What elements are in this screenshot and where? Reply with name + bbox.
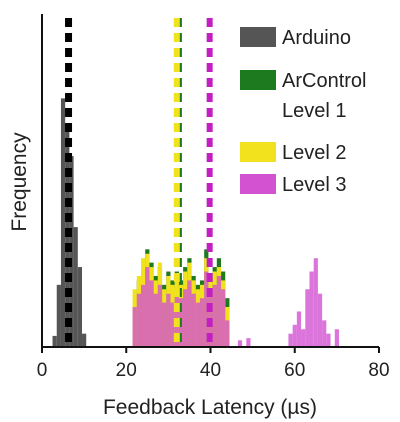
bar-level-3-9	[170, 302, 175, 347]
x-tick-label-1: 20	[116, 360, 137, 381]
legend-swatch-2	[240, 142, 276, 162]
bar-level-3-26	[292, 324, 297, 347]
legend: Arduino ArControl Level 1 Level 2 Level 3	[240, 27, 366, 196]
legend-item-1: ArControl Level 1	[240, 70, 366, 122]
bar-level-3-23	[237, 340, 243, 347]
bar-arduino-7	[82, 333, 87, 347]
bar-arduino-0	[52, 335, 57, 347]
bar-level-3-24	[246, 338, 251, 347]
x-axis-ticks: 0 20 40 60 80	[37, 347, 390, 381]
bar-level-3-13	[187, 280, 192, 347]
bar-level-3-27	[296, 311, 302, 347]
bar-level-3-21	[221, 289, 226, 347]
legend-item-3: Level 3	[240, 174, 347, 196]
bar-level-3-30	[309, 271, 314, 347]
bar-level-3-31	[313, 258, 318, 347]
bar-level-3-12	[183, 289, 188, 347]
bar-arduino-2	[60, 98, 66, 347]
bar-level-3-2	[140, 284, 146, 347]
histogram-bars	[52, 98, 339, 347]
bar-level-3-7	[162, 302, 167, 347]
bar-level-3-22	[225, 320, 230, 347]
legend-label-1-line-0: ArControl	[282, 70, 366, 92]
bar-level-3-32	[317, 293, 323, 347]
bar-level-3-20	[216, 275, 222, 347]
legend-swatch-1	[240, 70, 276, 90]
legend-label-3-line-0: Level 3	[282, 174, 347, 196]
mean-lines	[65, 18, 213, 347]
bar-level-3-4	[149, 280, 154, 347]
bar-level-3-0	[132, 307, 137, 347]
bar-level-3-1	[136, 293, 141, 347]
bar-level-3-14	[191, 293, 196, 347]
x-tick-label-0: 0	[37, 360, 48, 381]
series-3-bars	[132, 258, 339, 347]
x-tick-label-4: 80	[368, 360, 389, 381]
legend-label-1-line-1: Level 1	[282, 100, 347, 122]
bar-level-3-8	[166, 293, 171, 347]
bar-level-3-6	[157, 284, 163, 347]
bar-level-3-17	[204, 271, 209, 347]
legend-label-0-line-0: Arduino	[282, 27, 351, 49]
bar-level-3-16	[199, 298, 205, 347]
bar-arduino-1	[56, 284, 61, 347]
legend-item-0: Arduino	[240, 27, 351, 49]
x-tick-label-2: 40	[200, 360, 221, 381]
bar-level-3-25	[288, 333, 293, 347]
bar-level-3-33	[322, 320, 327, 347]
bar-level-3-34	[326, 333, 331, 347]
x-axis-label: Feedback Latency (µs)	[103, 396, 317, 419]
y-axis-label: Frequency	[8, 132, 31, 232]
legend-item-2: Level 2	[240, 142, 347, 164]
legend-swatch-0	[240, 27, 276, 47]
bar-level-3-19	[212, 284, 217, 347]
bar-arduino-5	[73, 227, 78, 347]
x-tick-label-3: 60	[284, 360, 305, 381]
legend-label-2-line-0: Level 2	[282, 142, 347, 164]
bar-level-3-35	[334, 329, 339, 347]
legend-swatch-3	[240, 174, 276, 194]
bar-level-3-29	[305, 289, 310, 347]
bar-level-3-28	[301, 329, 306, 347]
bar-level-3-3	[145, 267, 150, 347]
bar-level-3-15	[195, 302, 200, 347]
bar-arduino-6	[77, 267, 83, 347]
bar-level-3-5	[153, 293, 158, 347]
